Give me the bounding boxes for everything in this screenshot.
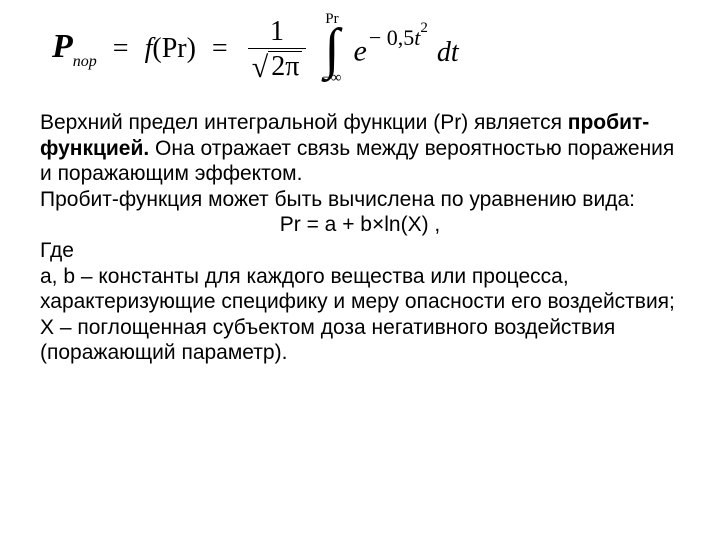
fn-fPr: f(Pr) <box>145 35 196 63</box>
fn-arg: Pr <box>162 33 187 64</box>
integral-lower: −∞ <box>322 71 341 86</box>
para-1: Верхний предел интегральной функции (Pr)… <box>40 110 680 187</box>
symbol-P: P <box>52 28 73 65</box>
e-base: e <box>353 35 366 68</box>
integral-sign: ∫ <box>324 27 339 71</box>
paren-close: ) <box>187 33 196 64</box>
where-label: Где <box>40 238 680 264</box>
def-ab: а, b – константы для каждого вещества ил… <box>40 264 680 315</box>
fraction: 1 √ 2π <box>248 17 307 82</box>
symbol-P-sub: пор <box>73 53 97 70</box>
equals-1: = <box>107 35 135 63</box>
main-formula: Pпор = f(Pr) = 1 √ 2π Pr ∫ −∞ e− 0,5t2 d… <box>52 12 680 86</box>
body-text: Верхний предел интегральной функции (Pr)… <box>40 110 680 366</box>
integrand: e− 0,5t2 dt <box>353 31 458 67</box>
paren-open: ( <box>152 33 161 64</box>
inline-equation: Pr = a + b×ln(X) , <box>40 212 680 238</box>
dt: dt <box>437 37 459 68</box>
equals-2: = <box>206 35 234 63</box>
page: Pпор = f(Pr) = 1 √ 2π Pr ∫ −∞ e− 0,5t2 d… <box>0 0 720 540</box>
exp-minus-coef: − 0,5 <box>369 25 414 50</box>
e-exponent: − 0,5t2 <box>369 25 428 50</box>
p1a: Верхний предел интегральной функции (Pr)… <box>40 111 568 134</box>
formula-lhs: Pпор <box>52 30 97 68</box>
exp-t-sq: 2 <box>420 20 428 36</box>
radicand: 2π <box>268 51 302 81</box>
para-2: Пробит-функция может быть вычислена по у… <box>40 187 680 213</box>
radical-sign: √ <box>252 53 268 83</box>
sqrt: √ 2π <box>252 51 303 81</box>
fraction-num: 1 <box>266 17 288 46</box>
fraction-bar <box>248 48 307 49</box>
integral: Pr ∫ −∞ <box>322 12 341 86</box>
def-x: Х – поглощенная субъектом доза негативно… <box>40 315 680 366</box>
fraction-den: √ 2π <box>248 51 307 81</box>
